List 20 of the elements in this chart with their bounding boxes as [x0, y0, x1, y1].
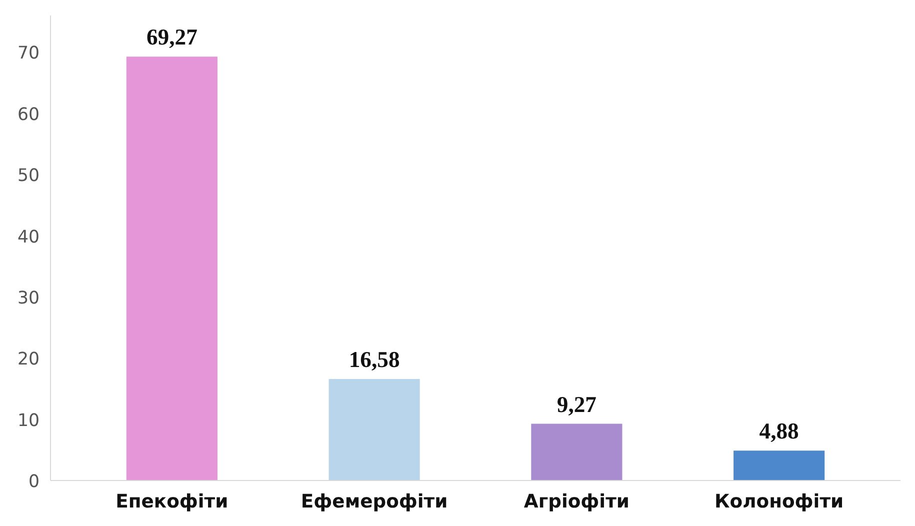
x-tick-label: Епекофіти: [116, 492, 228, 512]
x-tick-label: Агріофіти: [524, 492, 630, 512]
bar: [328, 379, 420, 480]
bar: [126, 56, 218, 480]
y-tick-label: 70: [17, 44, 40, 64]
data-label: 9,27: [556, 392, 597, 417]
y-tick-label: 30: [17, 288, 40, 308]
y-tick-label: 10: [17, 410, 40, 431]
y-tick-label: 60: [17, 104, 40, 125]
x-tick-label: Ефемерофіти: [300, 492, 448, 512]
bar: [531, 424, 622, 480]
data-label: 4,88: [759, 418, 799, 444]
bar: [734, 450, 825, 480]
y-tick-label: 20: [17, 350, 40, 370]
data-label: 69,27: [146, 24, 198, 50]
y-tick-label: 50: [17, 166, 40, 186]
y-tick-label: 40: [17, 227, 40, 248]
y-tick-label: 0: [28, 472, 40, 492]
data-label: 16,58: [348, 347, 400, 372]
x-tick-label: Колонофіти: [714, 492, 844, 512]
